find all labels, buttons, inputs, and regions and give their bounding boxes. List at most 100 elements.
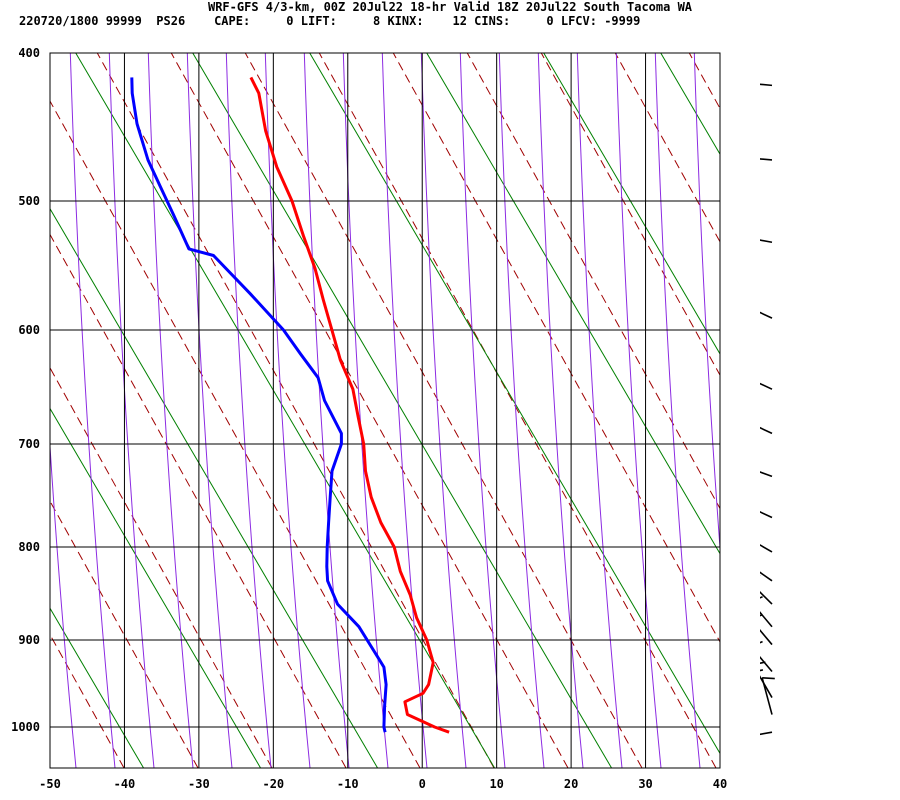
wind-barb: [760, 426, 773, 435]
x-tick-label: -10: [337, 777, 359, 791]
wind-barb: [760, 596, 773, 628]
sounding-title: WRF-GFS 4/3-km, 00Z 20Jul22 18-hr Valid …: [207, 0, 693, 14]
mixing-ratio-line: [50, 407, 262, 768]
barb-shaft: [760, 544, 773, 553]
wind-barb: [760, 731, 773, 736]
moist-adiabat: [615, 53, 662, 768]
dry-adiabat: [50, 633, 125, 768]
moist-adiabat: [50, 438, 77, 768]
moist-adiabat: [537, 53, 584, 768]
wind-barb: [760, 311, 773, 319]
wind-barb: [760, 382, 773, 390]
x-tick-label: -50: [39, 777, 61, 791]
moist-adiabat: [498, 53, 545, 768]
mixing-ratio-line: [192, 53, 613, 768]
mixing-ratio-line: [75, 53, 496, 768]
moist-adiabat: [69, 53, 116, 768]
wind-barb: [760, 511, 773, 519]
wind-barb: [760, 571, 773, 582]
barb-shaft: [760, 382, 773, 390]
barb-shaft: [760, 731, 773, 736]
dry-adiabat: [318, 53, 717, 768]
moist-adiabat: [303, 53, 350, 768]
mixing-ratio-line: [426, 53, 720, 555]
mixing-ratio-line: [50, 207, 379, 768]
mixing-ratio-line: [0, 0, 50, 800]
barb-shaft: [760, 471, 773, 478]
mixing-ratio-line: [543, 53, 720, 355]
wind-barb: [761, 677, 775, 715]
dry-adiabat: [50, 500, 199, 768]
wind-barb: [760, 544, 773, 553]
wind-barb: [760, 613, 773, 646]
barb-flag: [762, 677, 775, 680]
wind-barb: [760, 239, 773, 244]
dewpoint-profile: [130, 77, 388, 733]
dry-adiabat: [244, 53, 643, 768]
barb-flag: [760, 640, 763, 644]
barb-shaft: [760, 239, 773, 244]
dry-adiabat: [50, 766, 51, 768]
barb-flag: [760, 613, 763, 617]
x-tick-label: -40: [114, 777, 136, 791]
moist-adiabat: [186, 53, 233, 768]
moist-adiabat: [0, 43, 37, 768]
barb-shaft: [760, 511, 773, 519]
dry-adiabat: [50, 366, 273, 768]
x-tick-label: -30: [188, 777, 210, 791]
profiles: [130, 76, 450, 734]
wind-barb: [760, 158, 773, 161]
wind-barb: [760, 640, 773, 673]
x-tick-label: -20: [262, 777, 284, 791]
grid: [49, 52, 721, 768]
moist-adiabat: [420, 53, 467, 768]
barb-shaft: [760, 611, 773, 628]
barb-half-flag: [760, 669, 764, 672]
dry-adiabat: [50, 100, 421, 768]
moist-adiabat: [459, 53, 506, 768]
moist-adiabat: [576, 53, 623, 768]
x-tick-label: 0: [419, 777, 426, 791]
y-tick-label: 400: [18, 46, 40, 60]
y-tick-label: 500: [18, 194, 40, 208]
barb-shaft: [761, 677, 773, 715]
dry-adiabat: [50, 233, 347, 768]
wind-barb: [760, 575, 773, 605]
barb-flag: [760, 596, 763, 599]
temperature-profile: [249, 76, 450, 734]
wind-barb: [760, 83, 773, 87]
moist-adiabat: [342, 53, 389, 768]
barb-shaft: [760, 655, 773, 673]
barb-shaft: [760, 571, 773, 582]
moist-adiabat: [225, 53, 272, 768]
moist-adiabat: [147, 53, 194, 768]
barb-shaft: [760, 629, 773, 646]
y-tick-label: 900: [18, 633, 40, 647]
moist-adiabat: [693, 53, 720, 555]
moist-adiabat: [108, 53, 155, 768]
y-tick-label: 1000: [11, 720, 40, 734]
barb-shaft: [760, 590, 773, 605]
barb-flag: [760, 661, 766, 665]
dry-adiabat: [614, 53, 720, 243]
wind-barb-column: [760, 83, 775, 736]
y-tick-label: 700: [18, 437, 40, 451]
barb-shaft: [760, 311, 773, 319]
stability-indices: 220720/1800 99999 PS26 CAPE: 0 LIFT: 8 K…: [19, 14, 641, 28]
barb-shaft: [760, 158, 773, 161]
x-tick-label: 30: [638, 777, 652, 791]
plot-frame: [49, 52, 721, 769]
y-tick-label: 600: [18, 323, 40, 337]
tick-labels: -50 -40 -30 -20 -10 0 10 20 30 40 400 500 600 700 800 9…: [11, 46, 727, 791]
x-tick-label: 10: [489, 777, 503, 791]
y-tick-label: 800: [18, 540, 40, 554]
dry-adiabat: [392, 53, 720, 643]
barb-shaft: [760, 83, 773, 87]
mixing-ratio-line: [309, 53, 720, 755]
moist-adiabat: [381, 53, 428, 768]
barb-shaft: [760, 426, 773, 435]
x-tick-label: 40: [713, 777, 727, 791]
wind-barb: [760, 471, 773, 478]
dry-adiabat: [540, 53, 720, 377]
